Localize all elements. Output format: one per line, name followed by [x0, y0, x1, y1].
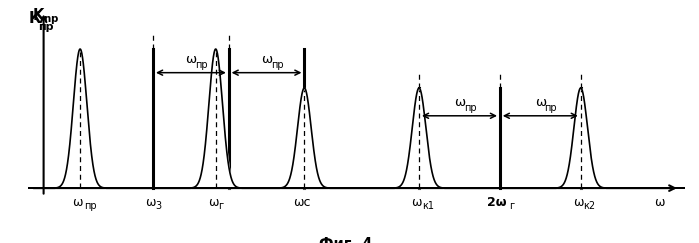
Text: ω: ω	[654, 197, 664, 209]
Text: ω: ω	[411, 197, 421, 209]
Text: ωс: ωс	[293, 197, 310, 209]
Text: ω: ω	[535, 96, 546, 109]
Text: пр: пр	[271, 60, 283, 70]
Text: к1: к1	[421, 201, 433, 211]
Text: ω: ω	[454, 96, 465, 109]
Text: ω: ω	[185, 53, 196, 66]
Text: ω: ω	[72, 197, 82, 209]
Text: пр: пр	[85, 201, 97, 211]
Text: пр: пр	[545, 103, 557, 113]
Text: г: г	[510, 201, 514, 211]
Text: 3: 3	[156, 201, 162, 211]
Text: ω: ω	[145, 197, 156, 209]
Text: пр: пр	[463, 103, 476, 113]
Text: $\mathbf{K}_{\mathbf{np}}$: $\mathbf{K}_{\mathbf{np}}$	[32, 7, 60, 27]
Text: ω: ω	[261, 53, 272, 66]
Text: ω: ω	[573, 197, 584, 209]
Text: К: К	[29, 11, 41, 26]
Text: к2: к2	[584, 201, 596, 211]
Text: пр: пр	[195, 60, 208, 70]
Text: г: г	[218, 201, 224, 211]
Text: пр: пр	[38, 22, 54, 32]
Text: Фиг. 4: Фиг. 4	[319, 237, 373, 243]
Text: ω: ω	[208, 197, 218, 209]
Text: 2ω: 2ω	[487, 197, 507, 209]
